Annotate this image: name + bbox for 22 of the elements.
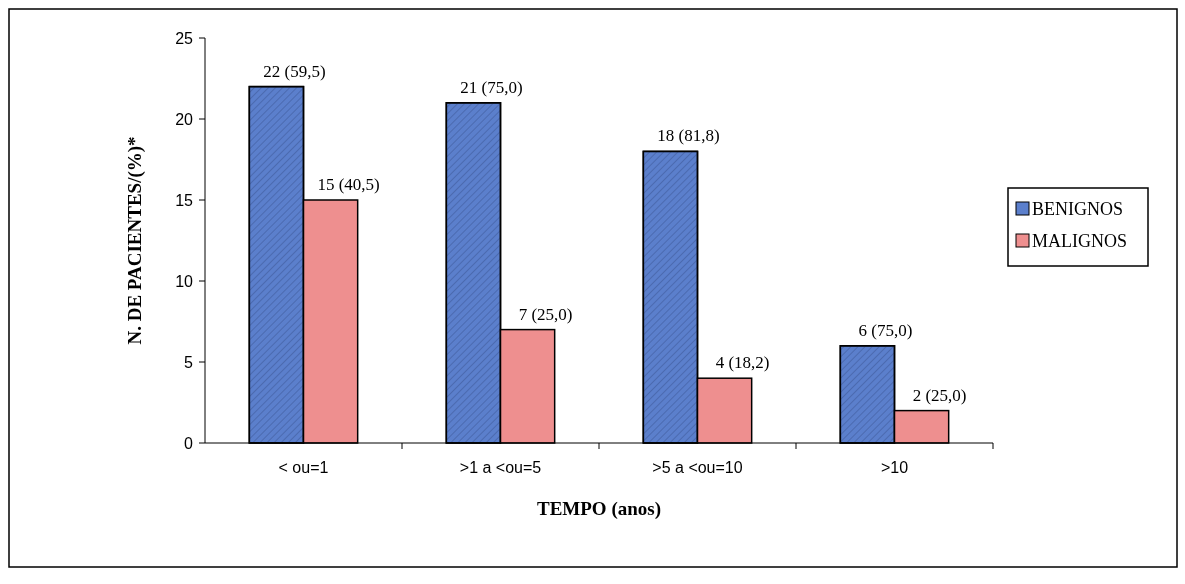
data-label: 7 (25,0): [518, 304, 573, 324]
y-tick-label: 20: [175, 110, 194, 128]
data-label: 2 (25,0): [912, 385, 967, 405]
x-tick-label: >10: [880, 459, 909, 476]
data-label: 4 (18,2): [715, 353, 770, 373]
data-label: 6 (75,0): [858, 320, 913, 340]
data-label: 15 (40,5): [317, 175, 380, 194]
x-tick-label: < ou=1: [278, 459, 329, 476]
data-label: 18 (81,8): [657, 126, 720, 146]
y-tick-label: 10: [175, 272, 194, 290]
legend-label: BENIGNOS: [1032, 199, 1124, 219]
data-label: 21 (75,0): [460, 77, 523, 97]
y-axis-title: N. DE PACIENTES/(%)*: [124, 136, 146, 345]
y-tick-label: 0: [184, 434, 194, 452]
legend-label: MALIGNOS: [1032, 231, 1128, 251]
y-tick-label: 5: [184, 353, 194, 371]
x-axis-title: TEMPO (anos): [536, 498, 662, 520]
data-label: 22 (59,5): [263, 61, 326, 81]
x-tick-label: >5 a <ou=10: [652, 459, 743, 476]
y-tick-label: 25: [175, 29, 194, 47]
y-tick-label: 15: [175, 191, 194, 209]
x-tick-label: >1 a <ou=5: [459, 459, 542, 476]
